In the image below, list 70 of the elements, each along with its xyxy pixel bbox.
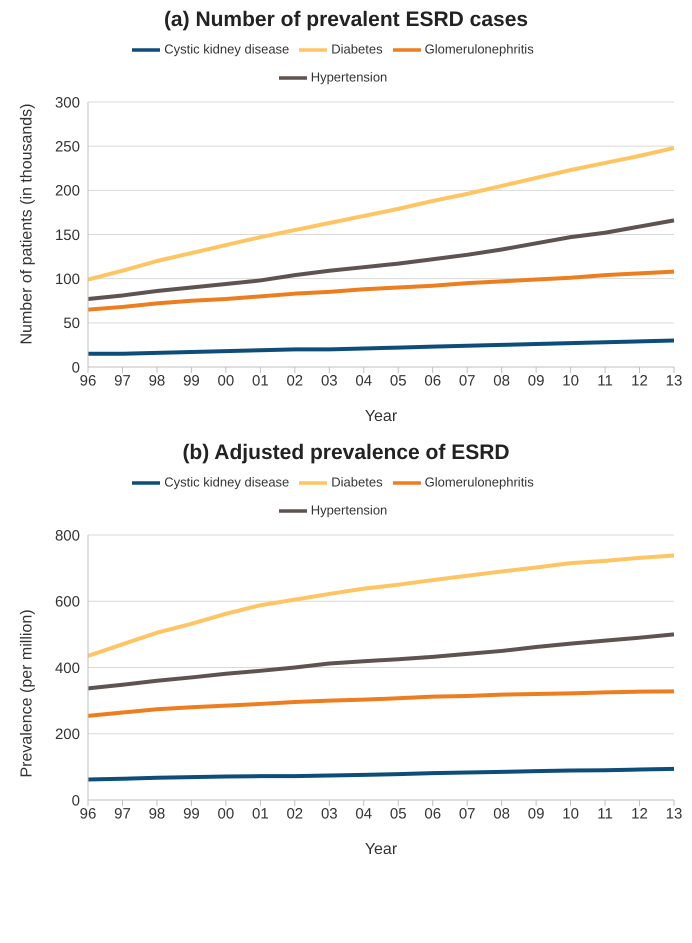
x-tick-label: 09	[528, 372, 544, 390]
x-tick-label: 98	[148, 806, 166, 823]
y-axis-title: Prevalence (per million)	[18, 609, 36, 778]
y-axis-title: Number of patients (in thousands)	[18, 103, 36, 344]
chart-title: (b) Adjusted prevalence of ESRD	[181, 441, 511, 465]
y-tick-label: 200	[54, 182, 80, 200]
y-tick-label: 250	[54, 138, 80, 156]
chart-title: (a) Number of prevalent ESRD cases	[162, 8, 530, 32]
x-tick-label: 11	[597, 806, 613, 823]
y-tick-label: 200	[54, 726, 80, 744]
legend-label: Diabetes	[331, 41, 383, 56]
x-tick-label: 96	[80, 806, 96, 823]
x-tick-label: 99	[183, 806, 200, 823]
x-tick-label: 12	[631, 372, 648, 390]
y-tick-label: 50	[63, 315, 80, 332]
x-tick-label: 00	[218, 372, 234, 390]
x-tick-label: 98	[148, 372, 166, 390]
y-tick-label: 300	[54, 94, 80, 112]
line-series	[86, 218, 676, 301]
x-tick-label: 00	[218, 806, 234, 823]
x-tick-label: 03	[320, 806, 338, 823]
y-tick-label: 0	[72, 792, 80, 810]
x-tick-label: 01	[252, 372, 269, 390]
line-series	[86, 766, 676, 782]
x-tick-label: 05	[390, 372, 407, 390]
x-tick-label: 13	[666, 372, 682, 390]
x-tick-label: 06	[424, 372, 442, 390]
x-tick-label: 07	[458, 372, 476, 390]
line-series	[86, 146, 676, 282]
line-series	[86, 554, 676, 658]
line-series	[86, 270, 676, 312]
y-tick-label: 600	[54, 594, 80, 611]
x-tick-label: 10	[562, 806, 579, 823]
legend-label: Cystic kidney disease	[164, 41, 290, 56]
y-tick-label: 0	[72, 359, 80, 376]
x-tick-label: 96	[80, 372, 96, 390]
x-tick-label: 08	[493, 372, 510, 390]
legend-label: Glomerulonephritis	[424, 41, 534, 56]
x-tick-label: 02	[286, 372, 304, 390]
legend-label: Glomerulonephritis	[424, 474, 534, 490]
x-tick-label: 06	[424, 806, 442, 823]
x-tick-label: 02	[286, 806, 304, 823]
line-series	[86, 689, 676, 718]
line-series	[86, 632, 676, 690]
x-tick-label: 04	[355, 806, 372, 823]
x-tick-label: 99	[183, 372, 200, 390]
x-tick-label: 97	[114, 372, 131, 390]
x-tick-label: 12	[631, 806, 648, 823]
legend-label: Hypertension	[310, 502, 388, 518]
x-tick-label: 05	[390, 806, 407, 823]
x-tick-label: 97	[114, 806, 131, 823]
x-tick-label: 03	[320, 372, 338, 390]
x-tick-label: 13	[666, 806, 682, 823]
x-axis-title: Year	[364, 841, 398, 858]
y-tick-label: 400	[54, 660, 80, 677]
line-series	[86, 338, 676, 356]
x-axis-title: Year	[364, 408, 398, 425]
x-tick-label: 10	[562, 372, 579, 390]
legend-label: Cystic kidney disease	[164, 474, 290, 490]
y-tick-label: 800	[54, 527, 80, 544]
x-tick-label: 07	[458, 806, 476, 823]
legend-label: Hypertension	[310, 69, 388, 84]
x-tick-label: 09	[528, 806, 544, 823]
x-tick-label: 04	[355, 372, 372, 390]
x-tick-label: 01	[252, 806, 269, 823]
y-tick-label: 100	[54, 270, 80, 288]
x-tick-label: 11	[597, 372, 613, 390]
x-tick-label: 08	[493, 806, 510, 823]
legend-label: Diabetes	[331, 474, 383, 490]
y-tick-label: 150	[54, 226, 80, 244]
